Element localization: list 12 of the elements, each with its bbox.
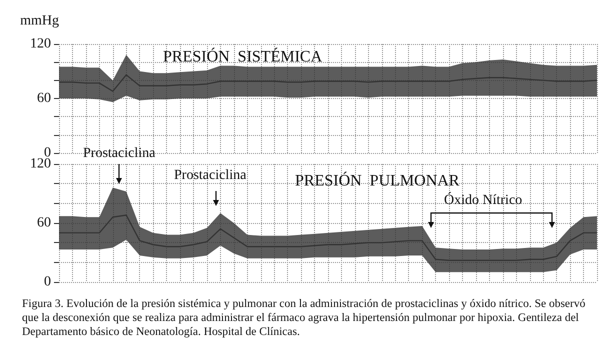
y-tick-label: 0 — [44, 274, 51, 290]
y-tick-label: 60 — [37, 216, 51, 230]
text: PRESIÓN PULMONAR — [295, 172, 460, 190]
annotation: Prostaciclina — [83, 146, 156, 162]
annotation: Prostaciclina — [174, 168, 246, 184]
chart-title: PRESIÓN SISTÉMICA — [163, 48, 323, 66]
annotation: Óxido Nítrico — [444, 193, 522, 209]
y-tick-label: 60 — [37, 91, 51, 106]
y-tick-label: 120 — [30, 36, 51, 52]
text: Figura 3. Evolución de la presión sistémica y pulmonar con la administración de prostaciclinas y óxido nítrico. Se observó que la desconexión que se realiza para administrar el fármaco agrava la hipertensión pulmonar por hipoxia. Gentileza del Departamento básico de Neonatología. Hospital de Clínicas. — [22, 297, 586, 339]
y-tick-label: 120 — [30, 156, 51, 172]
y-axis-title: mmHg — [20, 14, 59, 28]
